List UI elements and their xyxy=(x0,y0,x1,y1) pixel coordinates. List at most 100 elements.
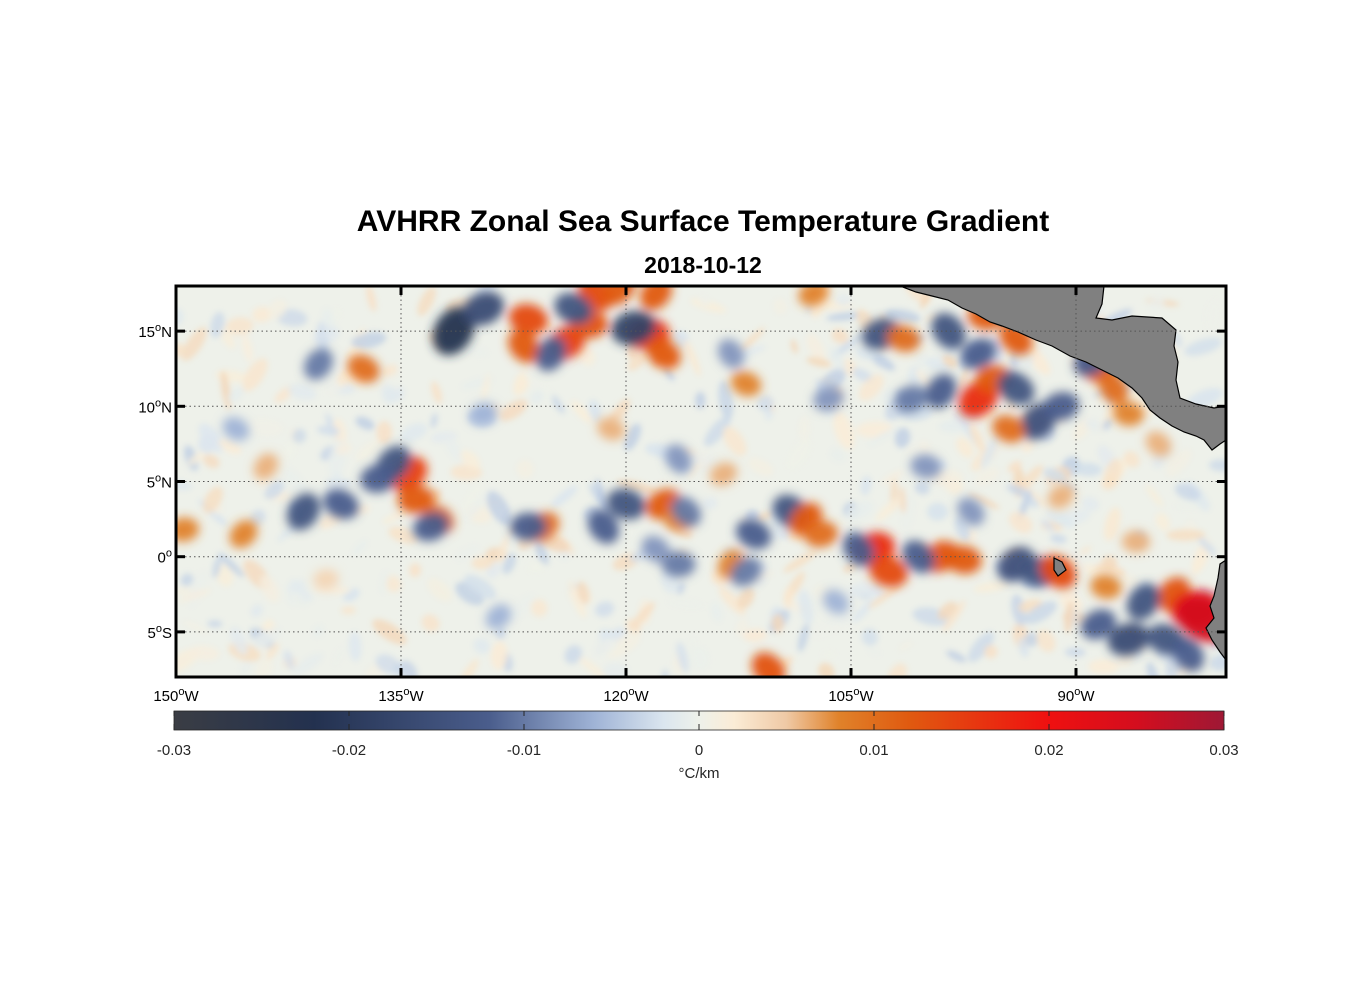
texture-blob xyxy=(182,620,209,634)
negative-gradient-feature xyxy=(413,512,449,542)
texture-blob xyxy=(230,626,248,655)
texture-blob xyxy=(417,286,436,316)
positive-gradient-feature xyxy=(508,329,540,363)
positive-gradient-feature xyxy=(229,520,258,549)
land-galapagos xyxy=(1053,557,1067,577)
texture-blob xyxy=(606,632,641,658)
texture-blob xyxy=(577,581,590,605)
texture-blob xyxy=(455,581,484,606)
texture-blob xyxy=(773,298,787,315)
texture-blob xyxy=(266,642,280,660)
texture-blob xyxy=(1024,632,1039,647)
texture-blob xyxy=(691,646,710,671)
negative-gradient-feature xyxy=(665,444,692,474)
texture-blob xyxy=(942,600,966,632)
positive-gradient-feature xyxy=(508,303,549,335)
texture-blob xyxy=(783,550,817,573)
texture-blob xyxy=(1024,601,1057,625)
texture-blob xyxy=(956,437,974,458)
colorbar: -0.03 -0.02 -0.01 0 0.01 0.02 0.03 °C/km xyxy=(157,710,1239,782)
positive-gradient-feature xyxy=(869,556,908,588)
texture-blob xyxy=(1155,512,1170,531)
positive-gradient-feature xyxy=(597,417,625,441)
texture-blob xyxy=(867,646,881,656)
land-masses xyxy=(899,286,1226,661)
texture-blob xyxy=(1064,601,1074,634)
negative-gradient-feature xyxy=(469,402,498,426)
texture-blob xyxy=(833,411,855,450)
texture-blob xyxy=(181,327,207,361)
texture-blob xyxy=(550,393,565,414)
negative-gradient-feature xyxy=(931,312,966,350)
texture-blob xyxy=(867,426,899,446)
texture-blob xyxy=(1023,343,1051,375)
map-title: AVHRR Zonal Sea Surface Temperature Grad… xyxy=(356,205,1050,238)
texture-blob xyxy=(218,552,245,578)
texture-blob xyxy=(335,443,352,455)
texture-blob xyxy=(1209,459,1226,472)
lon-label: 120oW xyxy=(603,686,649,705)
texture-blob xyxy=(421,614,440,632)
texture-blob xyxy=(1019,482,1047,507)
texture-blob xyxy=(829,448,846,462)
texture-blob xyxy=(899,486,907,514)
texture-blob xyxy=(967,631,995,663)
texture-blob xyxy=(207,620,223,628)
positive-gradient-feature xyxy=(1121,530,1151,553)
texture-blob xyxy=(464,574,496,600)
texture-blob xyxy=(747,457,774,476)
texture-blob xyxy=(946,650,967,663)
negative-gradient-feature xyxy=(286,493,321,531)
texture-blob xyxy=(283,650,295,671)
texture-blob xyxy=(608,398,631,425)
lon-label: 150oW xyxy=(153,686,199,705)
texture-blob xyxy=(530,599,548,617)
texture-blob xyxy=(806,357,832,368)
texture-blob xyxy=(829,347,846,372)
texture-blob xyxy=(1082,563,1104,580)
texture-blob xyxy=(1105,595,1126,616)
texture-blob xyxy=(281,442,297,460)
texture-blob xyxy=(490,641,508,670)
lat-label: 5oN xyxy=(147,473,172,492)
texture-blob xyxy=(875,497,901,522)
texture-blob xyxy=(526,561,546,573)
negative-gradient-feature xyxy=(735,519,772,550)
lat-label: 10oN xyxy=(138,397,172,416)
texture-blob xyxy=(671,330,689,349)
texture-blob xyxy=(798,589,814,625)
texture-blob xyxy=(316,425,340,436)
map-frame xyxy=(174,284,1228,679)
texture-blob xyxy=(1084,418,1105,432)
negative-gradient-feature xyxy=(606,488,646,520)
texture-blob xyxy=(918,440,931,454)
negative-gradient-feature xyxy=(894,385,928,413)
texture-blob xyxy=(786,438,812,471)
texture-blob xyxy=(564,645,582,664)
colorbar-tick-label: -0.03 xyxy=(157,742,191,759)
texture-blob xyxy=(252,306,272,323)
colorbar-tick-label: 0 xyxy=(695,742,703,759)
texture-blob xyxy=(861,628,878,646)
texture-blob xyxy=(268,299,287,320)
positive-gradient-feature xyxy=(730,371,762,397)
texture-blob xyxy=(1041,518,1055,532)
texture-blob xyxy=(942,354,958,368)
positive-gradient-feature xyxy=(945,545,982,574)
texture-blob xyxy=(292,428,307,444)
texture-blob xyxy=(1123,450,1140,468)
negative-gradient-feature xyxy=(842,532,875,567)
positive-gradient-feature xyxy=(397,485,435,514)
texture-blob xyxy=(316,321,329,358)
positive-gradient-feature xyxy=(709,462,738,486)
texture-blob xyxy=(631,601,656,629)
texture-blob xyxy=(293,653,323,676)
texture-blob xyxy=(1073,462,1103,477)
texture-blob xyxy=(241,333,254,363)
negative-gradient-feature xyxy=(463,291,504,326)
map-subtitle: 2018-10-12 xyxy=(644,252,762,278)
texture-blob xyxy=(427,578,452,602)
positive-gradient-feature xyxy=(646,338,681,370)
texture-blob xyxy=(1197,536,1217,556)
positive-gradient-feature xyxy=(347,354,380,383)
